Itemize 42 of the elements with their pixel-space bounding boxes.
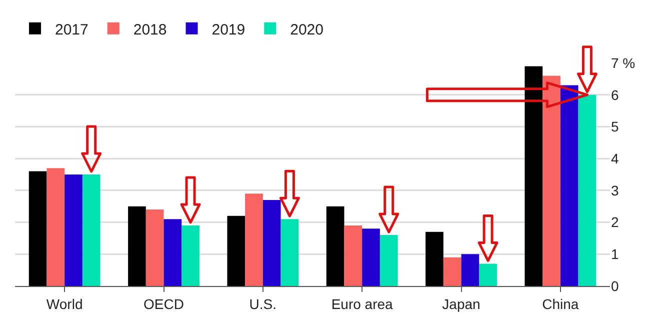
legend-label: 2018	[133, 21, 167, 38]
legend-label: 2020	[290, 21, 324, 38]
bar	[578, 94, 596, 286]
bar	[227, 216, 246, 286]
y-tick-label: 5	[611, 118, 619, 135]
bar	[128, 206, 146, 286]
bar	[560, 85, 578, 286]
x-tick-label: Japan	[442, 296, 480, 312]
bar	[344, 225, 362, 286]
bar	[524, 66, 543, 286]
bar	[443, 257, 462, 286]
bar	[164, 219, 182, 286]
bar	[64, 174, 82, 286]
bar	[262, 200, 281, 286]
bar	[46, 168, 65, 286]
x-tick-label: OECD	[144, 296, 184, 312]
x-tick-label: Euro area	[331, 296, 394, 312]
x-tick-label: World	[46, 296, 83, 312]
y-tick-label: 2	[611, 214, 619, 230]
y-tick-label: 4	[611, 150, 619, 166]
bar	[28, 171, 47, 286]
bar	[542, 76, 560, 286]
y-tick-label: 3	[611, 182, 619, 198]
bar	[245, 194, 263, 286]
y-tick-label: 1	[611, 246, 619, 262]
bar	[182, 225, 200, 286]
bar	[426, 232, 444, 286]
legend-label: 2017	[55, 21, 88, 38]
y-tick-label: 6	[611, 86, 619, 103]
bar	[326, 206, 344, 286]
x-tick-label: China	[542, 296, 579, 312]
bar	[479, 264, 497, 286]
bar	[146, 210, 164, 286]
y-tick-label: 7 %	[611, 54, 636, 71]
bar	[362, 228, 380, 286]
y-tick-label: 0	[611, 278, 619, 294]
x-tick-label: U.S.	[249, 296, 277, 312]
bar	[380, 235, 398, 286]
bar	[280, 219, 299, 286]
legend-label: 2019	[212, 21, 246, 38]
bar	[461, 254, 480, 286]
bar	[82, 174, 100, 286]
